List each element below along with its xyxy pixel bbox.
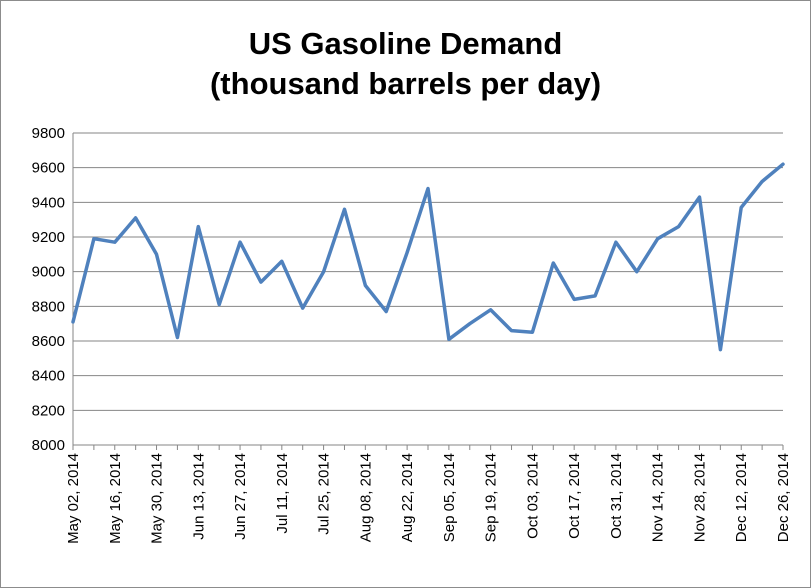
y-tick-label: 8600 — [32, 333, 65, 350]
data-point — [572, 297, 576, 301]
data-point — [614, 240, 618, 244]
data-point — [677, 225, 681, 229]
data-point — [593, 294, 597, 298]
data-point — [280, 259, 284, 263]
data-point — [718, 348, 722, 352]
data-point — [405, 251, 409, 255]
chart-title: US Gasoline Demand — [248, 26, 563, 61]
data-point — [238, 240, 242, 244]
x-tick-label: May 30, 2014 — [149, 453, 166, 544]
data-point — [781, 162, 785, 166]
y-tick-label: 8200 — [32, 402, 65, 419]
y-tick-label: 9800 — [32, 125, 65, 142]
data-point — [447, 337, 451, 341]
y-tick-label: 9400 — [32, 194, 65, 211]
data-point — [489, 308, 493, 312]
data-point — [384, 310, 388, 314]
data-point — [175, 336, 179, 340]
x-tick-label: Jul 11, 2014 — [274, 453, 291, 534]
data-point — [363, 284, 367, 288]
data-point — [656, 237, 660, 241]
data-point — [301, 306, 305, 310]
axes — [72, 133, 784, 450]
data-point — [342, 207, 346, 211]
data-point — [635, 270, 639, 274]
x-tick-label: Jun 13, 2014 — [190, 453, 207, 540]
data-point — [92, 237, 96, 241]
data-point — [760, 180, 764, 184]
data-point — [113, 240, 117, 244]
data-point — [259, 280, 263, 284]
data-point — [551, 261, 555, 265]
x-tick-label: Jun 27, 2014 — [232, 453, 249, 540]
x-tick-label: Aug 22, 2014 — [399, 453, 416, 542]
x-tick-label: Dec 12, 2014 — [733, 453, 750, 542]
data-point — [530, 330, 534, 334]
x-tick-label: Aug 08, 2014 — [357, 453, 374, 542]
y-tick-label: 9600 — [32, 160, 65, 177]
data-point — [468, 322, 472, 326]
x-tick-label: Dec 26, 2014 — [775, 453, 792, 542]
x-tick-label: May 02, 2014 — [65, 453, 82, 544]
y-tick-label: 9000 — [32, 264, 65, 281]
y-axis-tick-labels: 8000 8200 8400 8600 8800 9000 9200 9400 9600 9800 — [32, 125, 65, 454]
x-axis-tick-labels: May 02, 2014 May 16, 2014 May 30, 2014 Jun … — [65, 453, 792, 544]
y-tick-label: 8400 — [32, 368, 65, 385]
series-line — [71, 162, 785, 352]
x-tick-label: May 16, 2014 — [107, 453, 124, 544]
y-tick-label: 8000 — [32, 437, 65, 454]
data-point — [134, 216, 138, 220]
data-point — [71, 320, 75, 324]
data-point — [510, 329, 514, 333]
data-point — [155, 252, 159, 256]
x-tick-label: Oct 03, 2014 — [524, 453, 541, 539]
gasoline-demand-line — [71, 162, 785, 352]
x-tick-label: Nov 28, 2014 — [691, 453, 708, 542]
data-point — [739, 206, 743, 210]
x-tick-label: Sep 05, 2014 — [441, 453, 458, 542]
x-tick-label: Jul 25, 2014 — [316, 453, 333, 535]
x-tick-label: Oct 31, 2014 — [608, 453, 625, 539]
data-point — [196, 225, 200, 229]
x-tick-label: Oct 17, 2014 — [566, 453, 583, 539]
data-point — [697, 195, 701, 199]
data-point — [217, 303, 221, 307]
y-tick-label: 9200 — [32, 229, 65, 246]
x-tick-label: Sep 19, 2014 — [483, 453, 500, 542]
x-tick-label: Nov 14, 2014 — [650, 453, 667, 542]
data-point — [426, 186, 430, 190]
y-tick-label: 8800 — [32, 298, 65, 315]
chart-subtitle: (thousand barrels per day) — [209, 66, 602, 101]
gridlines — [73, 132, 783, 446]
data-point — [322, 270, 326, 274]
